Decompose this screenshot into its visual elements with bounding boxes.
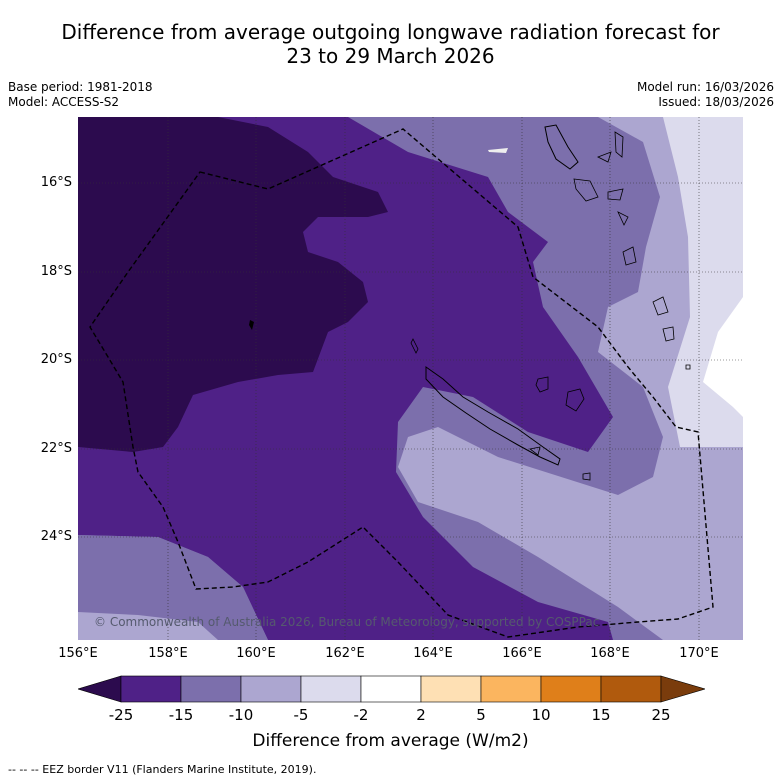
colorbar-label: Difference from average (W/m2) xyxy=(252,731,529,751)
mare-coast xyxy=(582,472,591,481)
chesterfield-reef xyxy=(249,320,254,330)
title-line-2: 23 to 29 March 2026 xyxy=(286,44,495,68)
contour-medium-sw xyxy=(78,535,268,640)
lon-label-168e: 168°E xyxy=(590,646,630,661)
lon-label-170e: 170°E xyxy=(679,646,719,661)
model-run: Model run: 16/03/2026 xyxy=(636,80,774,94)
graticule xyxy=(78,117,743,640)
malakula-coast xyxy=(573,178,599,202)
colorbar-tick: 10 xyxy=(531,706,551,724)
efate-coast xyxy=(622,246,637,266)
isle-of-pines-coast xyxy=(529,446,541,456)
colorbar xyxy=(78,675,705,703)
colorbar-cell xyxy=(120,675,182,703)
colorbar-tick: 2 xyxy=(416,706,426,724)
colorbar-cell xyxy=(540,675,602,703)
colorbar-cell xyxy=(180,675,242,703)
colorbar-cells xyxy=(120,675,662,703)
map-area[interactable]: © Commonwealth of Australia 2026, Bureau… xyxy=(78,117,743,640)
colorbar-tick: -25 xyxy=(108,706,134,724)
map-svg: © Commonwealth of Australia 2026, Bureau… xyxy=(78,117,743,640)
lon-label-166e: 166°E xyxy=(502,646,542,661)
aneityum-coast xyxy=(685,364,691,370)
map-title: Difference from average outgoing longwav… xyxy=(0,20,781,68)
lifou-coast xyxy=(565,388,585,412)
model-name: Model: ACCESS-S2 xyxy=(8,95,120,109)
maewo-coast xyxy=(597,151,612,163)
colorbar-cell xyxy=(480,675,542,703)
eez-border xyxy=(89,128,714,638)
issued-date: Issued: 18/03/2026 xyxy=(658,95,774,109)
belep-islands-coast xyxy=(410,338,419,354)
colorbar-cell xyxy=(600,675,662,703)
eez-legend: -- -- -- EEZ border V11 (Flanders Marine… xyxy=(8,763,317,776)
lon-label-162e: 162°E xyxy=(325,646,365,661)
lon-label-158e: 158°E xyxy=(148,646,188,661)
lat-label-24s: 24°S xyxy=(40,529,72,544)
contour-light-sw xyxy=(78,612,218,640)
cloud-patch xyxy=(488,148,508,153)
colorbar-tick: 25 xyxy=(651,706,671,724)
lon-label-164e: 164°E xyxy=(413,646,453,661)
base-period: Base period: 1981-2018 xyxy=(8,80,153,94)
meta-left: Base period: 1981-2018 Model: ACCESS-S2 xyxy=(8,80,153,110)
contour-neutral-patch xyxy=(703,297,743,417)
colorbar-cell xyxy=(240,675,302,703)
colorbar-under-arrow xyxy=(78,675,122,703)
colorbar-tick: -15 xyxy=(168,706,194,724)
lat-label-22s: 22°S xyxy=(40,441,72,456)
pentecost-coast xyxy=(614,131,624,158)
contour-darkest xyxy=(78,117,388,452)
lat-label-20s: 20°S xyxy=(40,352,72,367)
meta-right: Model run: 16/03/2026 Issued: 18/03/2026 xyxy=(637,80,774,110)
colorbar-tick: -10 xyxy=(228,706,254,724)
lat-label-18s: 18°S xyxy=(40,264,72,279)
copyright-text: © Commonwealth of Australia 2026, Bureau… xyxy=(94,615,599,629)
new-caledonia-coast xyxy=(425,366,561,466)
colorbar-cell xyxy=(300,675,362,703)
ambrym-coast xyxy=(607,188,624,201)
erromango-coast xyxy=(652,296,669,316)
tanna-coast xyxy=(662,326,675,342)
colorbar-tick: 5 xyxy=(476,706,486,724)
lat-label-16s: 16°S xyxy=(40,175,72,190)
espiritu-santo-coast xyxy=(544,124,579,170)
lon-label-160e: 160°E xyxy=(236,646,276,661)
title-line-1: Difference from average outgoing longwav… xyxy=(61,20,720,44)
epi-coast xyxy=(617,211,629,226)
ouvea-coast xyxy=(535,376,549,393)
colorbar-tick: 15 xyxy=(591,706,611,724)
colorbar-cell xyxy=(360,675,422,703)
colorbar-tick: -5 xyxy=(293,706,309,724)
colorbar-tick: -2 xyxy=(353,706,369,724)
lon-label-156e: 156°E xyxy=(58,646,98,661)
colorbar-cell xyxy=(420,675,482,703)
colorbar-over-arrow xyxy=(660,675,705,703)
